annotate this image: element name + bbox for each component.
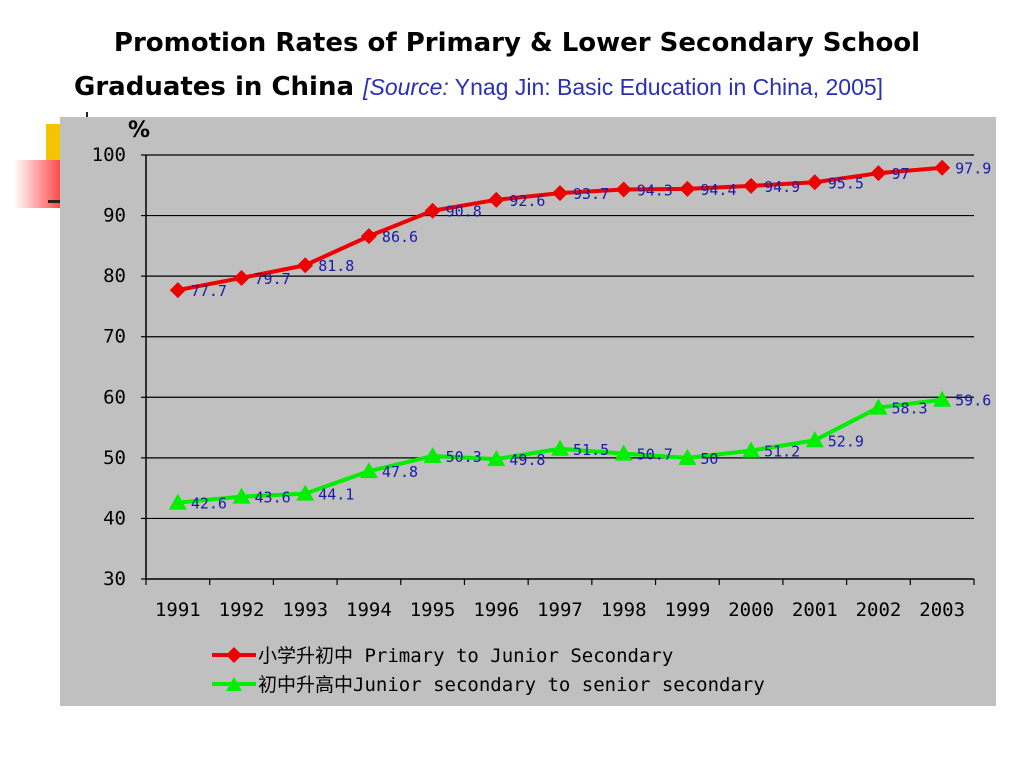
data-label: 94.4 <box>700 181 736 199</box>
data-label: 42.6 <box>191 495 227 513</box>
data-label: 44.1 <box>318 486 354 504</box>
data-label: 77.7 <box>191 282 227 300</box>
source-label: Source: <box>369 74 448 100</box>
x-tick-label: 1998 <box>601 599 647 621</box>
y-tick-label: 60 <box>103 386 126 408</box>
data-label: 47.8 <box>382 463 418 481</box>
data-label: 92.6 <box>509 192 545 210</box>
data-label: 52.9 <box>828 432 864 450</box>
x-tick-label: 1992 <box>219 599 265 621</box>
legend-label-primary: 小学升初中 Primary to Junior Secondary <box>258 641 673 668</box>
y-tick-label: 90 <box>103 205 126 227</box>
legend-swatch-secondary <box>210 674 258 694</box>
chart-title-line2: Graduates in China [Source: Ynag Jin: Ba… <box>74 72 883 102</box>
data-label: 58.3 <box>891 400 927 418</box>
y-tick-label: 100 <box>92 144 126 166</box>
y-tick-label: 80 <box>103 265 126 287</box>
data-label: 59.6 <box>955 392 991 410</box>
data-label: 97 <box>891 165 909 183</box>
chart-title-line1: Promotion Rates of Primary & Lower Secon… <box>0 28 1024 58</box>
x-tick-label: 2001 <box>792 599 838 621</box>
x-tick-label: 1995 <box>410 599 456 621</box>
x-tick-label: 2002 <box>856 599 902 621</box>
legend-item-primary: 小学升初中 Primary to Junior Secondary <box>210 640 765 669</box>
chart-legend: 小学升初中 Primary to Junior Secondary 初中升高中J… <box>210 640 765 698</box>
plot-area <box>146 155 974 579</box>
chart-title-main: Graduates in China <box>74 72 354 102</box>
x-tick-label: 1994 <box>346 599 392 621</box>
data-label: 51.5 <box>573 441 609 459</box>
y-tick-label: 40 <box>103 507 126 529</box>
legend-swatch-primary <box>210 645 258 665</box>
data-label: 43.6 <box>255 489 291 507</box>
legend-marker-diamond <box>226 647 242 663</box>
data-label: 93.7 <box>573 185 609 203</box>
data-label: 50 <box>700 450 718 468</box>
x-tick-label: 1991 <box>155 599 201 621</box>
legend-label-secondary: 初中升高中Junior secondary to senior secondar… <box>258 670 765 697</box>
y-tick-label: 50 <box>103 447 126 469</box>
data-label: 97.9 <box>955 160 991 178</box>
x-tick-label: 1997 <box>537 599 583 621</box>
data-label: 51.2 <box>764 443 800 461</box>
data-label: 81.8 <box>318 257 354 275</box>
data-label: 86.6 <box>382 228 418 246</box>
data-label: 79.7 <box>255 270 291 288</box>
y-axis-label: % <box>128 118 150 143</box>
x-tick-label: 1999 <box>665 599 711 621</box>
x-tick-label: 1993 <box>282 599 328 621</box>
y-tick-label: 70 <box>103 326 126 348</box>
source-citation: [Source: Ynag Jin: Basic Education in Ch… <box>363 74 883 100</box>
data-label: 49.8 <box>509 451 545 469</box>
chart-panel: 30 40 50 60 70 80 90 100 1991 1992 1993 1994 1995 199… <box>60 117 996 706</box>
legend-item-secondary: 初中升高中Junior secondary to senior secondar… <box>210 669 765 698</box>
x-tick-label: 1996 <box>473 599 519 621</box>
data-label: 94.9 <box>764 178 800 196</box>
data-label: 94.3 <box>637 182 673 200</box>
x-tick-label: 2000 <box>728 599 774 621</box>
data-label: 95.5 <box>828 174 864 192</box>
data-label: 50.7 <box>637 446 673 464</box>
source-text: Ynag Jin: Basic Education in China, 2005… <box>449 74 883 100</box>
y-tick-label: 30 <box>103 568 126 590</box>
data-label: 90.8 <box>446 203 482 221</box>
line-chart: 30 40 50 60 70 80 90 100 1991 1992 1993 1994 1995 199… <box>60 117 996 706</box>
x-tick-label: 2003 <box>919 599 965 621</box>
data-label: 50.3 <box>446 448 482 466</box>
